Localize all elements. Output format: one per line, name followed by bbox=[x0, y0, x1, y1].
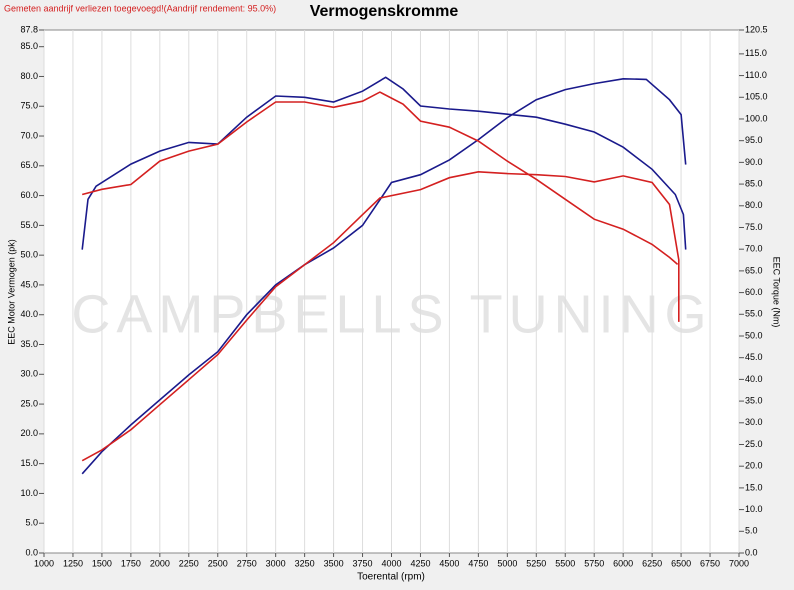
y2-tick-label: 30.0 bbox=[745, 417, 763, 427]
x-tick-label: 5750 bbox=[584, 558, 604, 568]
y-tick-label: 85.0 bbox=[20, 41, 38, 51]
x-tick-label: 6000 bbox=[613, 558, 633, 568]
x-tick-label: 6750 bbox=[700, 558, 720, 568]
y2-tick-label: 80.0 bbox=[745, 200, 763, 210]
y2-tick-label: 55.0 bbox=[745, 309, 763, 319]
x-tick-label: 3750 bbox=[353, 558, 373, 568]
chart-title: Vermogenskromme bbox=[310, 3, 459, 20]
y-tick-label: 55.0 bbox=[20, 220, 38, 230]
x-tick-label: 5500 bbox=[555, 558, 575, 568]
y2-tick-label: 75.0 bbox=[745, 222, 763, 232]
x-tick-label: 1750 bbox=[121, 558, 141, 568]
y-tick-label: 50.0 bbox=[20, 250, 38, 260]
y-tick-label: 60.0 bbox=[20, 190, 38, 200]
x-tick-label: 1500 bbox=[92, 558, 112, 568]
y2-tick-label: 95.0 bbox=[745, 135, 763, 145]
y-axis-label: EEC Motor Vermogen (pk) bbox=[6, 239, 16, 345]
x-tick-label: 1250 bbox=[63, 558, 83, 568]
y-tick-label: 15.0 bbox=[20, 458, 38, 468]
watermark: CAMPBELLS TUNING bbox=[71, 284, 712, 344]
y-tick-label: 80.0 bbox=[20, 71, 38, 81]
y2-tick-label: 110.0 bbox=[745, 70, 767, 80]
y-tick-label: 70.0 bbox=[20, 130, 38, 140]
y2-tick-label: 0.0 bbox=[745, 547, 758, 557]
y2-axis-label: EEC Torque (Nm) bbox=[772, 257, 782, 328]
y2-tick-label: 90.0 bbox=[745, 157, 763, 167]
x-tick-label: 3250 bbox=[295, 558, 315, 568]
x-tick-label: 4000 bbox=[381, 558, 401, 568]
y2-tick-label: 50.0 bbox=[745, 330, 763, 340]
line bbox=[81, 170, 680, 462]
y-tick-label: 30.0 bbox=[20, 369, 38, 379]
x-tick-label: 4750 bbox=[468, 558, 488, 568]
y2-tick-label: 105.0 bbox=[745, 92, 768, 102]
x-tick-label: 2750 bbox=[237, 558, 257, 568]
x-tick-label: 6500 bbox=[671, 558, 691, 568]
x-tick-label: 2250 bbox=[179, 558, 199, 568]
y-tick-label: 10.0 bbox=[20, 488, 38, 498]
x-tick-label: 4500 bbox=[439, 558, 459, 568]
x-tick-label: 7000 bbox=[729, 558, 749, 568]
y2-tick-label: 120.5 bbox=[745, 24, 768, 34]
y2-tick-label: 35.0 bbox=[745, 395, 763, 405]
subtitle: Gemeten aandrijf verliezen toegevoegd!(A… bbox=[4, 3, 276, 13]
y-tick-label: 40.0 bbox=[20, 309, 38, 319]
x-tick-label: 5000 bbox=[497, 558, 517, 568]
y2-tick-label: 65.0 bbox=[745, 265, 763, 275]
y2-tick-label: 85.0 bbox=[745, 178, 763, 188]
x-tick-label: 2500 bbox=[208, 558, 228, 568]
line bbox=[81, 91, 679, 266]
y-tick-label: 25.0 bbox=[20, 398, 38, 408]
line bbox=[81, 76, 687, 250]
y-tick-label: 20.0 bbox=[20, 428, 38, 438]
y2-tick-label: 10.0 bbox=[745, 504, 763, 514]
y-tick-label: 75.0 bbox=[20, 101, 38, 111]
x-tick-label: 4250 bbox=[410, 558, 430, 568]
x-tick-label: 5250 bbox=[526, 558, 546, 568]
y-tick-label: 45.0 bbox=[20, 279, 38, 289]
y2-tick-label: 40.0 bbox=[745, 374, 763, 384]
y2-tick-label: 20.0 bbox=[745, 461, 763, 471]
line bbox=[81, 77, 687, 475]
y-tick-label: 87.8 bbox=[20, 24, 38, 34]
x-tick-label: 3000 bbox=[266, 558, 286, 568]
y2-tick-label: 15.0 bbox=[745, 482, 763, 492]
x-tick-label: 3500 bbox=[324, 558, 344, 568]
x-tick-label: 1000 bbox=[34, 558, 54, 568]
x-tick-label: 2000 bbox=[150, 558, 170, 568]
x-axis-label: Toerental (rpm) bbox=[357, 572, 425, 583]
y-tick-label: 35.0 bbox=[20, 339, 38, 349]
y-tick-label: 65.0 bbox=[20, 160, 38, 170]
y2-tick-label: 45.0 bbox=[745, 352, 763, 362]
x-tick-label: 6250 bbox=[642, 558, 662, 568]
y2-tick-label: 70.0 bbox=[745, 244, 763, 254]
y2-tick-label: 60.0 bbox=[745, 287, 763, 297]
y-tick-label: 0.0 bbox=[25, 547, 38, 557]
y2-tick-label: 25.0 bbox=[745, 439, 763, 449]
y-tick-label: 5.0 bbox=[25, 518, 38, 528]
y2-tick-label: 100.0 bbox=[745, 113, 768, 123]
y2-tick-label: 115.0 bbox=[745, 48, 767, 58]
y2-tick-label: 5.0 bbox=[745, 526, 758, 536]
